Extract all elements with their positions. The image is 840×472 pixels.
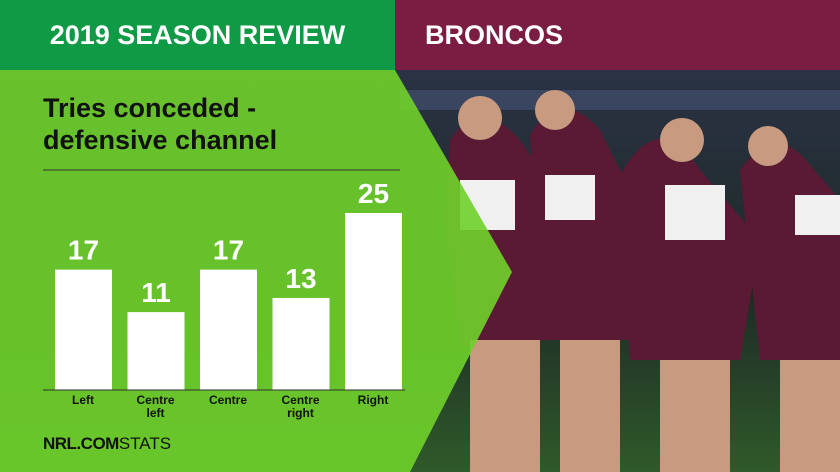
header-right: BRONCOS (395, 0, 840, 70)
bar (200, 269, 257, 390)
x-tick-label: Right (357, 393, 389, 407)
value-label: 11 (141, 277, 171, 308)
footer: NRL.COMSTATS (43, 434, 171, 454)
x-tick-label: Centre right (281, 393, 320, 420)
x-tick-label: Left (72, 393, 94, 407)
bar (127, 312, 185, 390)
footer-suffix: STATS (118, 434, 172, 453)
x-tick-label: Centre (208, 393, 247, 407)
value-label: 17 (213, 235, 244, 266)
bar (272, 297, 330, 390)
chart-title: Tries conceded - defensive channel (43, 93, 278, 155)
footer-brand: NRL.COM (43, 434, 119, 453)
header-left: 2019 SEASON REVIEW (0, 0, 395, 70)
value-label: 13 (285, 263, 316, 294)
bar (55, 269, 112, 390)
x-tick-label: Centre left (136, 393, 175, 420)
bar (345, 213, 402, 390)
value-label: 25 (358, 178, 389, 209)
value-label: 17 (68, 235, 99, 266)
